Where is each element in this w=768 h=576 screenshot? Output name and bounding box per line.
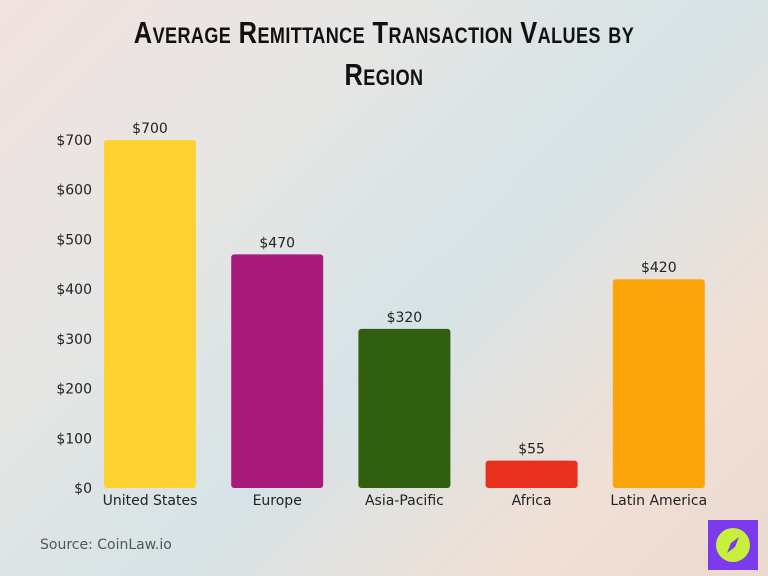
x-tick-label: Europe xyxy=(253,493,302,509)
data-label: $55 xyxy=(518,442,545,458)
bar-europe xyxy=(231,254,324,488)
data-label: $470 xyxy=(259,235,295,251)
y-tick-label: $0 xyxy=(74,481,92,497)
y-tick-label: $200 xyxy=(56,382,92,398)
y-tick-label: $500 xyxy=(56,232,92,248)
y-tick-label: $700 xyxy=(56,133,92,149)
x-tick-label: Latin America xyxy=(610,493,707,509)
data-label: $700 xyxy=(132,121,168,137)
chart-title: Average Remittance Transaction Values by… xyxy=(133,15,635,92)
x-tick-label: United States xyxy=(103,493,198,509)
bar-latin-america xyxy=(612,279,705,488)
y-tick-label: $100 xyxy=(56,431,92,447)
data-label: $420 xyxy=(641,260,677,276)
bar-africa xyxy=(485,460,578,488)
y-tick-label: $600 xyxy=(56,183,92,199)
bar-asia-pacific xyxy=(358,328,451,488)
data-label: $320 xyxy=(387,310,423,326)
compass-icon xyxy=(708,520,758,570)
y-tick-label: $400 xyxy=(56,282,92,298)
source-note: Source: CoinLaw.io xyxy=(40,537,172,553)
bar-united-states xyxy=(104,140,196,488)
y-tick-label: $300 xyxy=(56,332,92,348)
x-tick-label: Asia-Pacific xyxy=(365,493,444,509)
x-tick-label: Africa xyxy=(512,493,552,509)
